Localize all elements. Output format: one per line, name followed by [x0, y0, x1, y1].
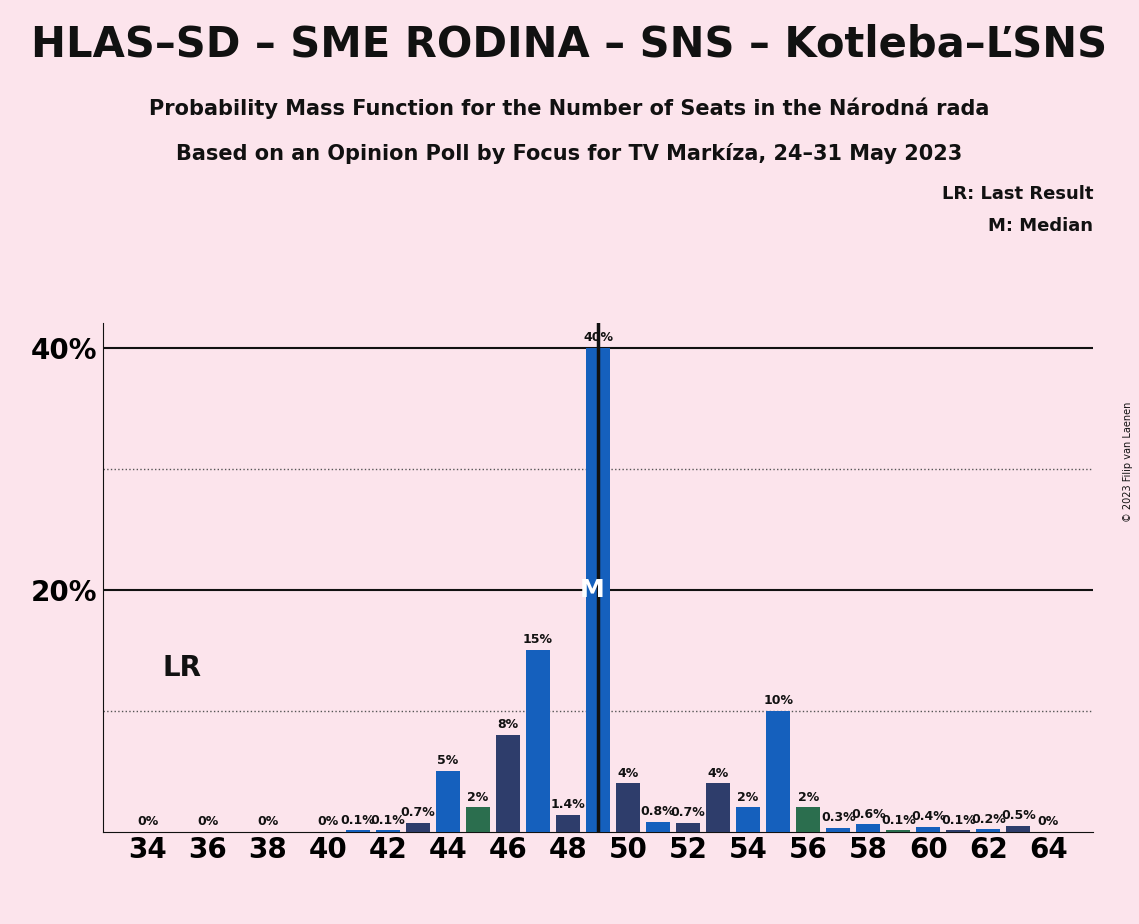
- Text: 0.6%: 0.6%: [851, 808, 885, 821]
- Text: M: Median: M: Median: [989, 217, 1093, 235]
- Text: 4%: 4%: [707, 767, 729, 780]
- Text: © 2023 Filip van Laenen: © 2023 Filip van Laenen: [1123, 402, 1133, 522]
- Text: 0.7%: 0.7%: [671, 807, 705, 820]
- Bar: [886, 831, 910, 832]
- Bar: [826, 828, 850, 832]
- Bar: [796, 808, 820, 832]
- Text: 10%: 10%: [763, 694, 793, 707]
- Bar: [616, 784, 640, 832]
- Bar: [436, 772, 460, 832]
- Text: 5%: 5%: [437, 755, 459, 768]
- Bar: [376, 831, 400, 832]
- Bar: [916, 827, 941, 832]
- Bar: [976, 829, 1000, 832]
- Bar: [526, 650, 550, 832]
- Text: 0%: 0%: [257, 815, 278, 828]
- Text: 0.2%: 0.2%: [970, 812, 1006, 825]
- Text: 0%: 0%: [317, 815, 338, 828]
- Bar: [346, 831, 370, 832]
- Text: Probability Mass Function for the Number of Seats in the Národná rada: Probability Mass Function for the Number…: [149, 97, 990, 118]
- Text: 2%: 2%: [737, 791, 759, 804]
- Bar: [495, 735, 519, 832]
- Text: 0%: 0%: [137, 815, 158, 828]
- Bar: [857, 824, 880, 832]
- Text: 2%: 2%: [467, 791, 489, 804]
- Text: 40%: 40%: [583, 331, 613, 344]
- Bar: [736, 808, 760, 832]
- Text: 0%: 0%: [1038, 815, 1059, 828]
- Bar: [585, 347, 611, 832]
- Text: LR: Last Result: LR: Last Result: [942, 185, 1093, 202]
- Text: 0.7%: 0.7%: [401, 807, 435, 820]
- Text: Based on an Opinion Poll by Focus for TV Markíza, 24–31 May 2023: Based on an Opinion Poll by Focus for TV…: [177, 143, 962, 164]
- Bar: [1007, 825, 1031, 832]
- Text: 2%: 2%: [797, 791, 819, 804]
- Text: 0.1%: 0.1%: [941, 814, 976, 827]
- Text: 0.1%: 0.1%: [370, 814, 405, 827]
- Bar: [466, 808, 490, 832]
- Text: 4%: 4%: [617, 767, 639, 780]
- Text: 0.3%: 0.3%: [821, 811, 855, 824]
- Bar: [706, 784, 730, 832]
- Text: 0.1%: 0.1%: [880, 814, 916, 827]
- Bar: [405, 823, 429, 832]
- Bar: [677, 823, 700, 832]
- Bar: [646, 822, 670, 832]
- Text: 0.4%: 0.4%: [911, 810, 945, 823]
- Text: 15%: 15%: [523, 634, 552, 647]
- Bar: [767, 711, 790, 832]
- Text: 8%: 8%: [498, 718, 518, 731]
- Text: 0.5%: 0.5%: [1001, 808, 1035, 822]
- Bar: [947, 831, 970, 832]
- Text: 1.4%: 1.4%: [550, 798, 585, 811]
- Text: M: M: [580, 578, 605, 602]
- Text: 0.8%: 0.8%: [641, 806, 675, 819]
- Text: HLAS–SD – SME RODINA – SNS – Kotleba–ĽSNS: HLAS–SD – SME RODINA – SNS – Kotleba–ĽSN…: [32, 23, 1107, 65]
- Text: LR: LR: [163, 654, 202, 682]
- Bar: [556, 815, 580, 832]
- Text: 0%: 0%: [197, 815, 219, 828]
- Text: 0.1%: 0.1%: [341, 814, 375, 827]
